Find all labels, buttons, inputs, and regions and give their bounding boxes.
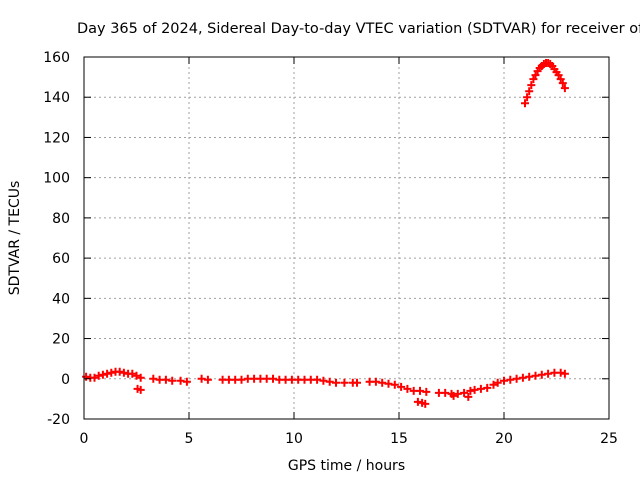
data-point bbox=[149, 374, 158, 383]
data-point bbox=[98, 370, 107, 379]
axis-ticks: 0 5 10 15 20 25 -20 0 20 40 60 80 100 120 140 160 bbox=[43, 50, 618, 447]
series-outliers bbox=[133, 384, 473, 408]
data-point bbox=[466, 386, 475, 395]
data-point bbox=[416, 386, 424, 395]
y-tick-label: 140 bbox=[43, 90, 70, 106]
data-point bbox=[182, 377, 191, 386]
data-point bbox=[128, 369, 137, 378]
data-point bbox=[544, 369, 553, 378]
data-point bbox=[413, 397, 422, 406]
data-point bbox=[197, 374, 206, 383]
data-point bbox=[560, 84, 569, 93]
data-point bbox=[500, 376, 508, 385]
data-point bbox=[518, 373, 527, 382]
y-tick-label: 60 bbox=[52, 251, 70, 267]
data-point bbox=[325, 377, 334, 386]
data-point bbox=[313, 375, 322, 384]
x-tick-label: 25 bbox=[600, 431, 618, 447]
data-point bbox=[132, 371, 141, 380]
data-point bbox=[319, 376, 328, 385]
data-point bbox=[119, 368, 128, 377]
data-point bbox=[371, 377, 380, 386]
data-point bbox=[523, 93, 532, 102]
y-tick-label: 20 bbox=[52, 332, 70, 348]
data-point bbox=[403, 384, 412, 393]
data-point bbox=[90, 373, 99, 382]
x-tick-label: 10 bbox=[285, 431, 303, 447]
data-point bbox=[493, 378, 502, 387]
y-tick-label: 100 bbox=[43, 171, 70, 187]
data-point bbox=[422, 387, 431, 396]
data-point bbox=[531, 371, 540, 380]
data-point bbox=[340, 378, 349, 387]
data-point bbox=[556, 368, 565, 377]
data-point bbox=[560, 369, 569, 378]
data-point bbox=[397, 382, 406, 391]
data-point bbox=[136, 373, 145, 382]
grid-lines bbox=[84, 57, 609, 419]
data-point bbox=[506, 375, 515, 384]
y-tick-label: 160 bbox=[43, 50, 70, 66]
data-point bbox=[464, 392, 473, 401]
data-point bbox=[82, 372, 91, 381]
data-point bbox=[470, 385, 479, 394]
y-tick-label: -20 bbox=[47, 412, 70, 428]
data-point bbox=[176, 376, 185, 385]
chart-title: Day 365 of 2024, Sidereal Day-to-day VTE… bbox=[77, 21, 640, 37]
data-point bbox=[168, 376, 177, 385]
data-point bbox=[115, 367, 124, 376]
data-point bbox=[537, 370, 546, 379]
data-point bbox=[529, 75, 538, 84]
data-point bbox=[390, 380, 399, 389]
x-tick-label: 5 bbox=[185, 431, 194, 447]
data-point bbox=[558, 79, 567, 88]
data-point bbox=[525, 372, 534, 381]
x-tick-label: 20 bbox=[495, 431, 513, 447]
data-point bbox=[237, 375, 246, 384]
data-point bbox=[378, 378, 387, 387]
data-point bbox=[512, 374, 521, 383]
data-points bbox=[82, 59, 569, 408]
data-point bbox=[94, 371, 103, 380]
data-point bbox=[554, 71, 563, 80]
data-point bbox=[525, 87, 534, 96]
data-point bbox=[449, 391, 458, 400]
data-point bbox=[476, 384, 485, 393]
y-tick-label: 0 bbox=[61, 372, 70, 388]
y-tick-label: 80 bbox=[52, 211, 70, 227]
data-point bbox=[441, 388, 450, 397]
data-point bbox=[136, 385, 145, 394]
data-point bbox=[384, 379, 393, 388]
x-axis-label: GPS time / hours bbox=[288, 458, 405, 474]
data-point bbox=[269, 374, 277, 383]
data-point bbox=[107, 368, 116, 377]
y-axis-label: SDTVAR / TECUs bbox=[7, 181, 23, 296]
data-point bbox=[527, 81, 536, 90]
data-point bbox=[161, 375, 170, 384]
data-point bbox=[353, 378, 361, 387]
plot-frame bbox=[83, 56, 610, 420]
series-main bbox=[82, 367, 569, 398]
data-point bbox=[521, 99, 529, 108]
data-point bbox=[483, 383, 492, 392]
data-point bbox=[531, 71, 540, 80]
x-tick-label: 0 bbox=[80, 431, 89, 447]
data-point bbox=[203, 375, 212, 384]
data-point bbox=[556, 75, 565, 84]
data-point bbox=[421, 399, 430, 408]
x-tick-label: 15 bbox=[390, 431, 408, 447]
data-point bbox=[332, 378, 340, 387]
data-point bbox=[453, 389, 462, 398]
y-tick-label: 40 bbox=[52, 291, 70, 307]
data-point bbox=[103, 369, 112, 378]
series-high-arc bbox=[521, 59, 569, 108]
data-point bbox=[489, 380, 498, 389]
data-point bbox=[460, 388, 469, 397]
y-tick-label: 120 bbox=[43, 130, 70, 146]
